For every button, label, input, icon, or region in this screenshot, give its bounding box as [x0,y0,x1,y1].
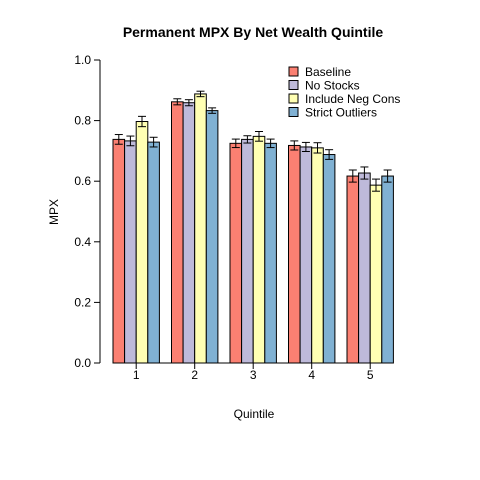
bar-group-3 [229,131,277,364]
x-axis-label: Quintile [234,407,275,421]
x-tick-label: 4 [308,368,315,382]
bar [252,135,266,364]
bar [171,101,184,364]
bar-groups [112,90,394,364]
y-axis-label: MPX [47,199,61,225]
bar [358,172,371,364]
bar [124,140,137,364]
legend-swatch [288,66,299,77]
legend-item: Strict Outliers [288,106,377,120]
bar [229,142,243,364]
bar [322,154,336,364]
legend-label: No Stocks [305,79,360,93]
bar [147,141,160,364]
bar [346,175,360,364]
x-axis: 1 2 3 4 5 [133,362,374,382]
y-tick-label: 1.0 [74,53,91,67]
bar [381,175,394,364]
legend-swatch [288,80,299,90]
y-tick-label: 0.0 [74,356,91,370]
bar [241,138,254,364]
legend-swatch [288,107,299,117]
legend-item: No Stocks [288,79,360,93]
bar [311,147,324,364]
bar [288,144,301,364]
bar [194,93,207,364]
y-tick-label: 0.4 [74,235,91,249]
bar-group-1 [112,115,160,364]
y-axis: 0.0 0.2 0.4 0.6 0.8 1.0 [74,53,101,370]
bar [182,102,196,364]
bar [112,138,126,364]
y-tick-label: 0.2 [74,295,91,309]
legend-label: Strict Outliers [305,106,377,120]
bar [205,110,219,364]
chart-title: Permanent MPX By Net Wealth Quintile [123,24,384,40]
y-tick-label: 0.8 [74,114,91,128]
legend-item: Baseline [288,65,351,79]
bar [264,142,277,364]
bar [135,121,149,364]
legend-label: Include Neg Cons [305,92,400,106]
bar-group-5 [346,166,394,364]
x-tick-label: 1 [133,368,140,382]
legend-swatch [288,93,299,104]
x-tick-label: 5 [367,368,374,382]
x-tick-label: 2 [191,368,198,382]
x-tick-label: 3 [250,368,257,382]
bar-group-4 [288,140,336,364]
bar-group-2 [171,90,219,364]
bar [369,184,383,364]
legend-label: Baseline [305,65,351,79]
y-tick-label: 0.6 [74,174,91,188]
legend-item: Include Neg Cons [288,92,400,106]
bar [299,146,313,364]
